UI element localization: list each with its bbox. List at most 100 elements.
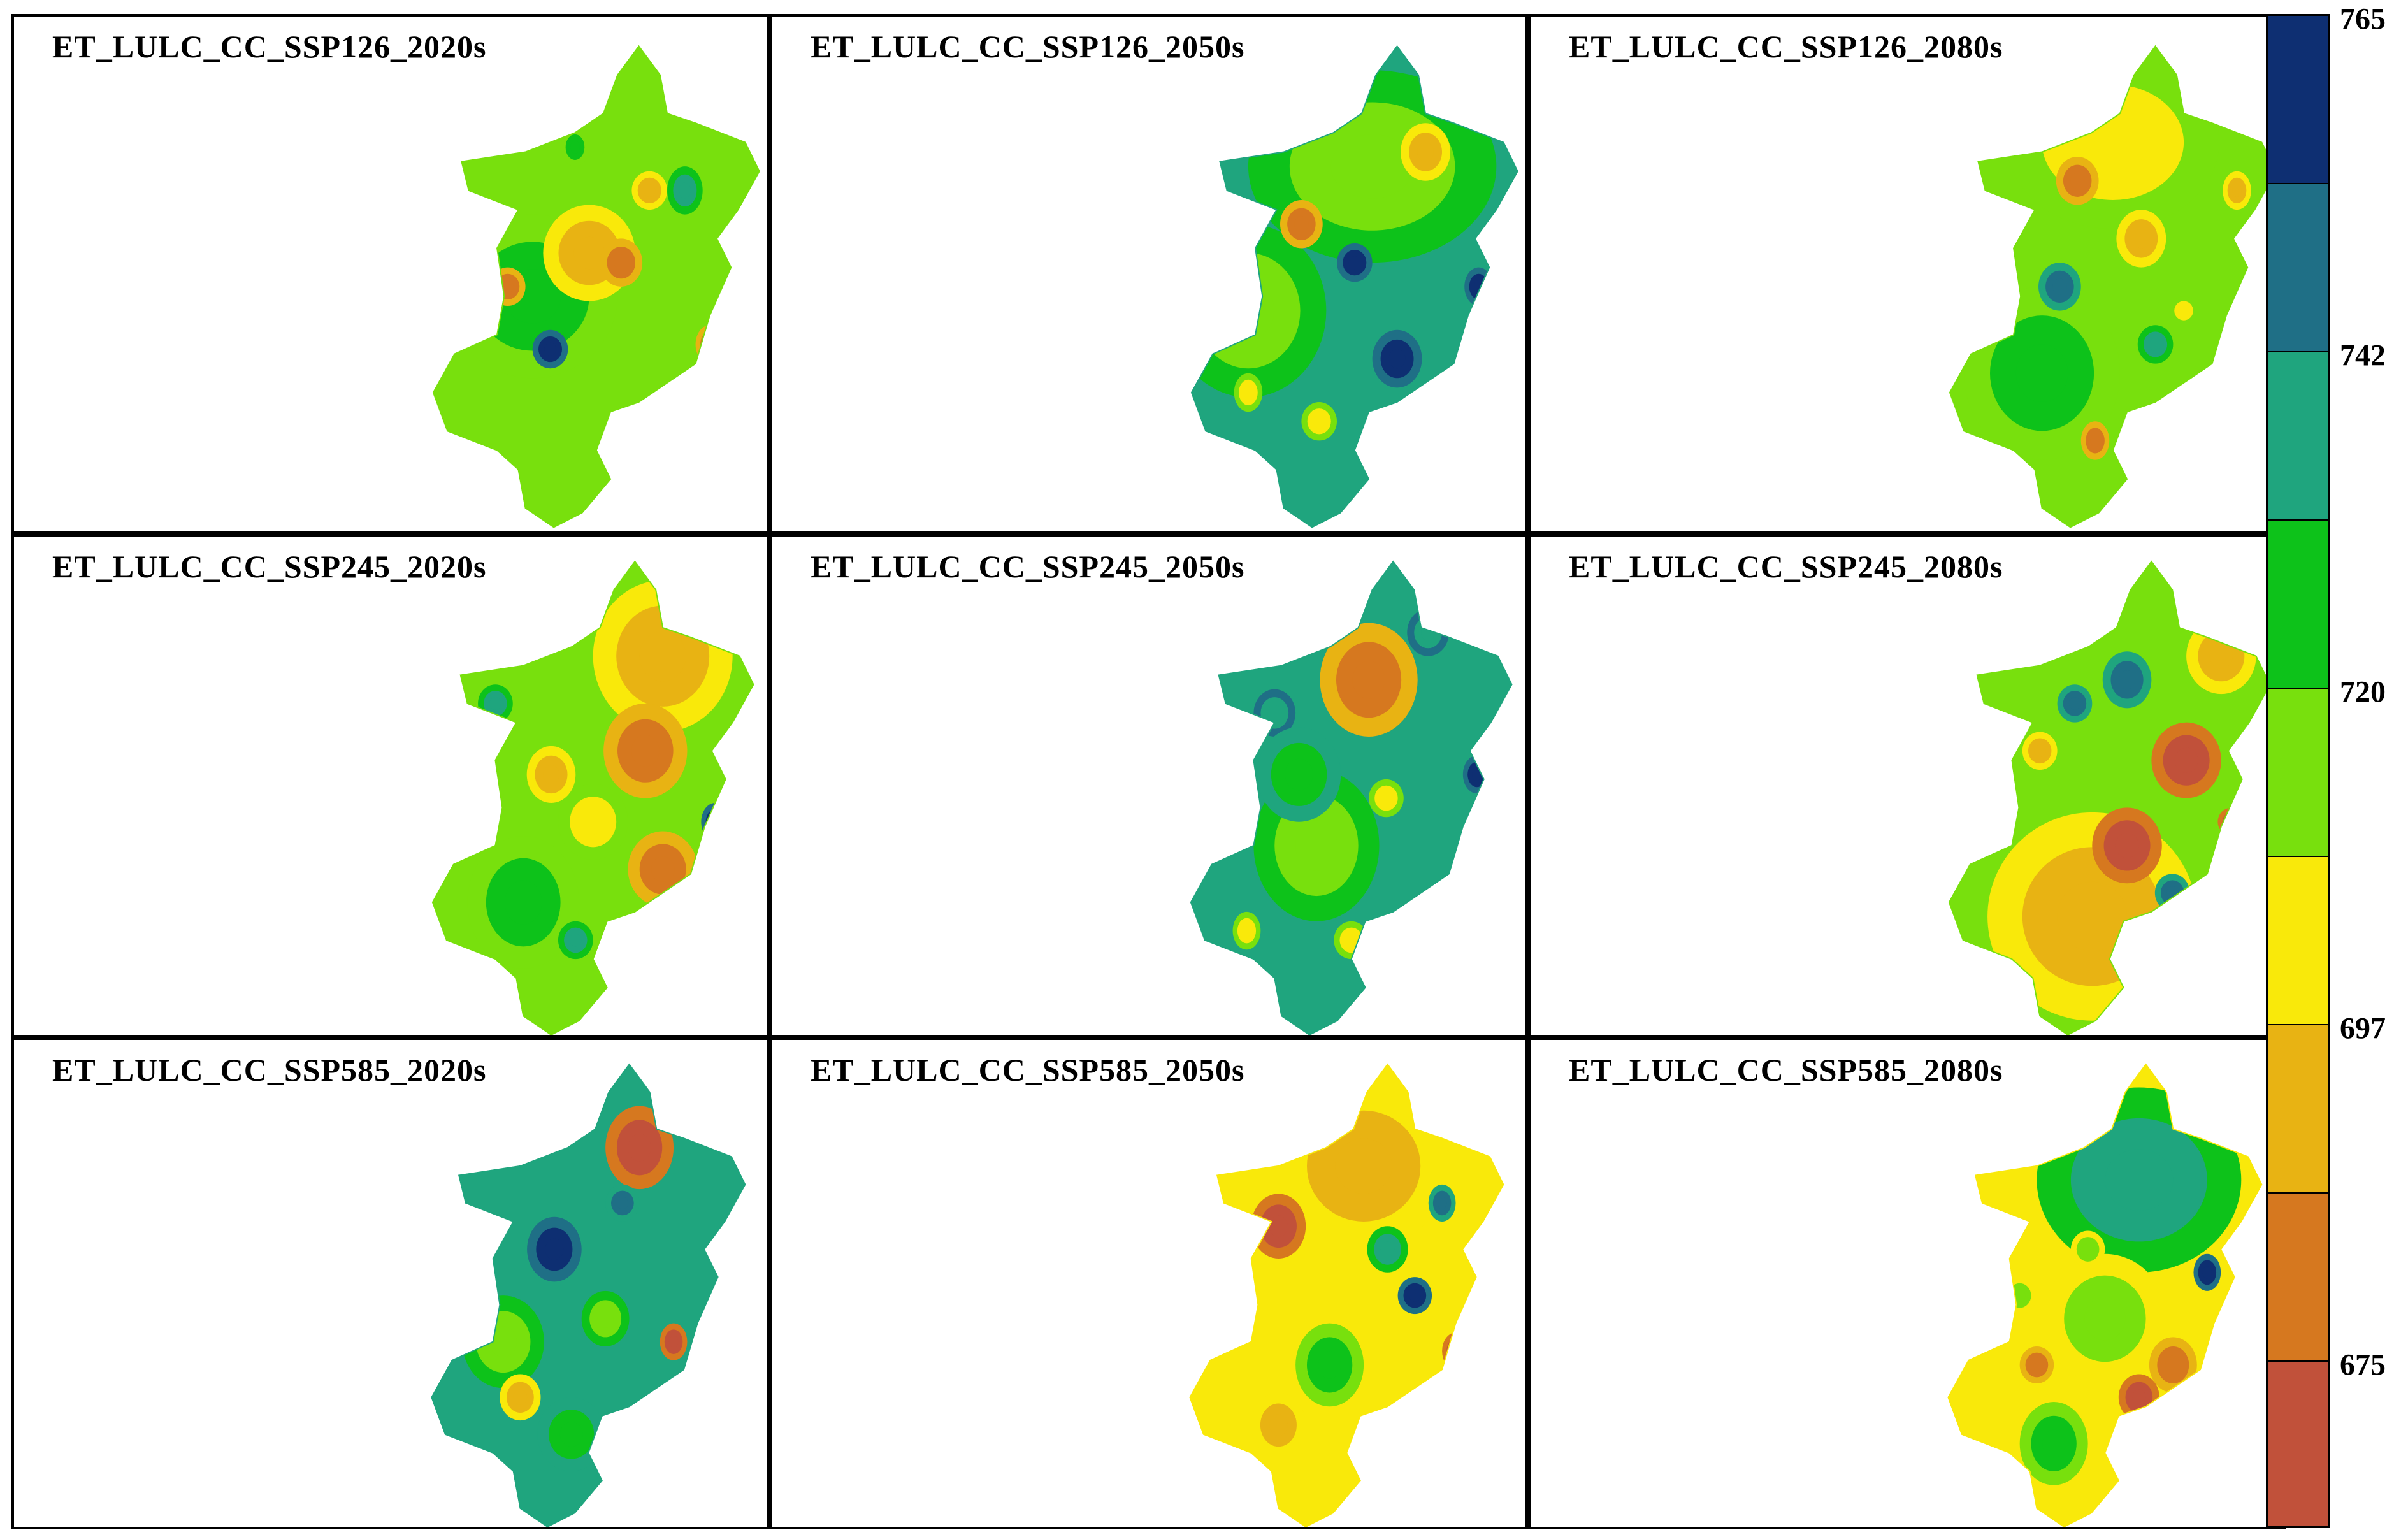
contour-zone xyxy=(643,184,656,197)
contour-zone xyxy=(1345,934,1357,947)
contour-zone xyxy=(1318,1351,1341,1379)
map-panel: ET_LULC_CC_SSP126_2080s xyxy=(1528,14,2286,534)
contour-zone xyxy=(2042,1429,2065,1458)
region-map xyxy=(1190,560,1513,1035)
contour-zone xyxy=(1269,1215,1288,1238)
contour-zone xyxy=(700,331,719,357)
contour-zone xyxy=(2115,833,2139,858)
contour-zone xyxy=(2084,1297,2126,1341)
contour-zone xyxy=(1294,216,1309,233)
contour-zone xyxy=(2140,957,2149,971)
contour-zone xyxy=(1437,1197,1447,1209)
contour-zone xyxy=(1267,705,1282,721)
contour-zone xyxy=(1442,1332,1469,1370)
contour-zone xyxy=(545,1238,564,1260)
contour-zone xyxy=(2135,951,2154,977)
contour-zone xyxy=(2133,229,2150,249)
legend: 765 742 720 697 675 xyxy=(2266,3,2393,1528)
contour-zone xyxy=(2119,670,2135,689)
contour-zone xyxy=(2015,344,2068,403)
contour-zone xyxy=(505,880,542,925)
panel-title: ET_LULC_CC_SSP245_2050s xyxy=(811,549,1245,584)
contour-zone xyxy=(452,1253,486,1291)
contour-zone xyxy=(1442,883,1470,921)
contour-zone xyxy=(2014,1289,2026,1302)
contour-zone xyxy=(2222,812,2241,832)
contour-zone xyxy=(559,1422,583,1447)
panel-title: ET_LULC_CC_SSP245_2020s xyxy=(52,549,487,584)
contour-zone xyxy=(489,697,501,710)
contour-zone xyxy=(2194,75,2230,114)
contour-zone xyxy=(2070,173,2085,189)
legend-swatch xyxy=(2268,1362,2328,1526)
region-outline xyxy=(1190,45,1518,528)
legend-label: 742 xyxy=(2340,338,2386,373)
legend-swatch xyxy=(2268,352,2328,521)
contour-zone xyxy=(642,1439,670,1476)
contour-zone xyxy=(1196,253,1301,369)
contour-zone xyxy=(1442,90,1466,117)
panel-title: ET_LULC_CC_SSP585_2020s xyxy=(52,1052,487,1088)
region-outline xyxy=(432,45,760,528)
contour-zone xyxy=(1409,1289,1421,1302)
panel-title: ET_LULC_CC_SSP126_2050s xyxy=(811,29,1245,64)
contour-zone xyxy=(647,1445,666,1470)
region-map xyxy=(1189,1063,1504,1527)
contour-zone xyxy=(679,182,691,199)
contour-zone xyxy=(1330,134,1414,199)
contour-zone xyxy=(616,1197,628,1209)
legend-label: 720 xyxy=(2340,675,2386,709)
legend-swatch xyxy=(2268,1194,2328,1362)
map-panel: ET_LULC_CC_SSP245_2050s xyxy=(770,534,1528,1037)
map-grid: ET_LULC_CC_SSP126_2020s ET_LULC_CC_SSP126… xyxy=(11,14,2286,1529)
contour-zone xyxy=(597,1309,614,1328)
contour-zone xyxy=(2217,807,2246,836)
contour-zone xyxy=(1295,820,1337,871)
region-map xyxy=(1947,1063,2263,1527)
contour-zone xyxy=(651,856,675,882)
contour-zone xyxy=(2149,338,2161,351)
contour-zone xyxy=(1446,890,1466,915)
panel-title: ET_LULC_CC_SSP126_2020s xyxy=(52,29,487,64)
legend-label: 697 xyxy=(2340,1011,2386,1046)
contour-zone xyxy=(463,1266,475,1279)
contour-zone xyxy=(513,1389,528,1405)
map-panel: ET_LULC_CC_SSP126_2050s xyxy=(770,14,1528,534)
legend-swatch xyxy=(2268,184,2328,353)
contour-zone xyxy=(631,735,660,767)
map-panel: ET_LULC_CC_SSP585_2080s xyxy=(1528,1037,2286,1529)
contour-zone xyxy=(1352,661,1385,699)
contour-zone xyxy=(489,1326,517,1357)
contour-zone xyxy=(2174,747,2198,773)
contour-zone xyxy=(668,1336,679,1348)
region-map xyxy=(1190,45,1518,528)
contour-zone xyxy=(2226,817,2237,827)
contour-zone xyxy=(1421,624,1436,640)
contour-zone xyxy=(1388,349,1406,369)
map-panel: ET_LULC_CC_SSP245_2020s xyxy=(11,534,770,1037)
contour-zone xyxy=(655,418,679,444)
contour-zone xyxy=(705,338,715,351)
region-map xyxy=(432,45,760,528)
contour-zone xyxy=(543,765,559,784)
contour-zone xyxy=(2179,306,2189,316)
region-outline xyxy=(1947,1063,2263,1527)
contour-zone xyxy=(2031,1359,2043,1371)
region-outline xyxy=(1948,560,2271,1035)
contour-zone xyxy=(701,802,730,841)
contour-zone xyxy=(1448,97,1460,111)
region-map xyxy=(431,560,754,1035)
legend-swatch xyxy=(2268,521,2328,689)
panel-title: ET_LULC_CC_SSP585_2050s xyxy=(811,1052,1245,1088)
contour-zone xyxy=(570,934,582,947)
contour-zone xyxy=(705,809,725,835)
contour-zone xyxy=(2165,1355,2181,1375)
contour-zone xyxy=(501,280,514,293)
contour-zone xyxy=(1348,256,1361,270)
contour-zone xyxy=(1369,1445,1392,1470)
contour-zone xyxy=(1436,84,1472,124)
contour-zone xyxy=(2176,1415,2204,1453)
contour-zone xyxy=(1243,386,1253,400)
contour-zone xyxy=(2034,744,2046,758)
contour-zone xyxy=(1306,1127,1318,1140)
